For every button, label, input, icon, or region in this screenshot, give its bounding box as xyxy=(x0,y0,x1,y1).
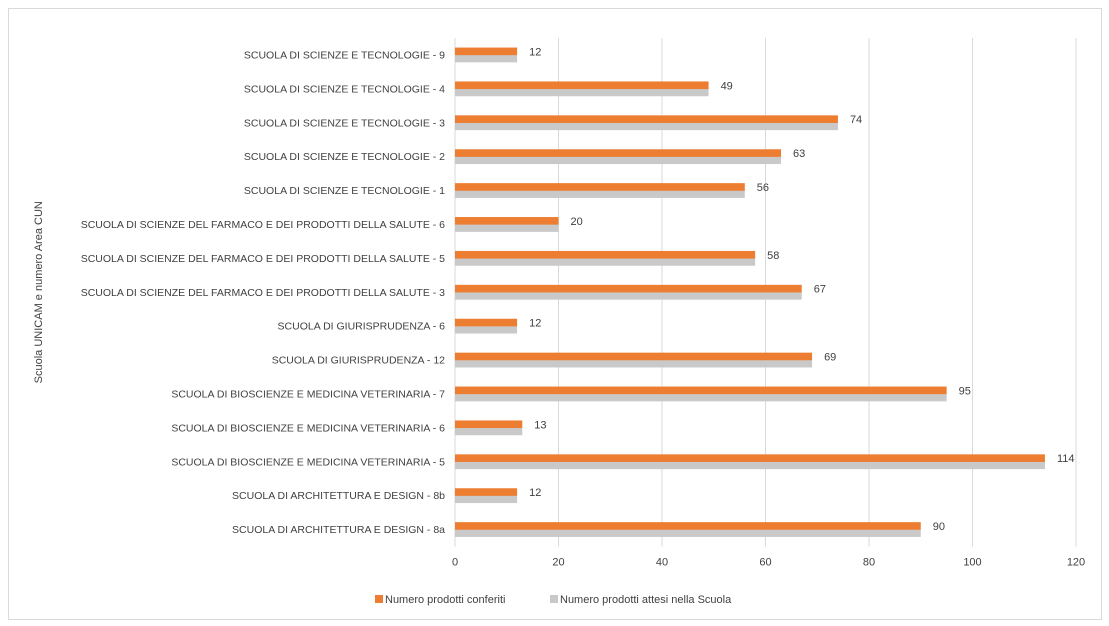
data-labels: 12 49 74 63 56 20 58 67 12 69 95 13 114 12 90 xyxy=(529,46,1074,533)
category-label: SCUOLA DI ARCHITETTURA E DESIGN - 8a xyxy=(232,524,445,536)
data-label: 12 xyxy=(529,318,541,330)
bar-conferred xyxy=(455,454,1045,462)
category-label: SCUOLA DI GIURISPRUDENZA - 6 xyxy=(278,321,446,333)
category-label: SCUOLA DI SCIENZE DEL FARMACO E DEI PROD… xyxy=(81,219,445,231)
legend-swatch xyxy=(550,595,558,603)
bar-expected xyxy=(455,190,745,198)
data-label: 90 xyxy=(933,521,945,533)
data-label: 12 xyxy=(529,487,541,499)
bar-expected xyxy=(455,88,709,97)
bar-conferred xyxy=(455,47,518,56)
bar-expected xyxy=(455,258,756,266)
bar-conferred xyxy=(455,318,518,327)
bar-expected xyxy=(455,224,559,232)
bar-expected xyxy=(455,461,1045,470)
bar-conferred xyxy=(455,81,709,90)
bar-expected xyxy=(455,529,921,537)
chart-area: SCUOLA DI SCIENZE E TECNOLOGIE - 9 SCUOLA… xyxy=(8,8,1102,620)
data-label: 58 xyxy=(767,250,779,262)
legend-swatch xyxy=(375,595,383,603)
bar-expected xyxy=(455,393,947,402)
x-tick-label: 80 xyxy=(863,557,875,569)
category-label: SCUOLA DI SCIENZE E TECNOLOGIE - 4 xyxy=(244,83,445,95)
x-tick-label: 100 xyxy=(963,557,981,569)
bar-expected xyxy=(455,495,518,504)
legend-label: Numero prodotti conferiti xyxy=(385,594,505,606)
data-label: 74 xyxy=(850,114,862,126)
x-tick-label: 20 xyxy=(552,557,564,569)
data-label: 13 xyxy=(534,419,546,431)
y-axis-title: Scuola UNICAM e numero Area CUN xyxy=(33,201,45,383)
bar-conferred xyxy=(455,250,756,259)
bar-expected xyxy=(455,122,838,131)
x-tick-label: 120 xyxy=(1067,557,1085,569)
bar-conferred xyxy=(455,488,518,496)
category-label: SCUOLA DI SCIENZE E TECNOLOGIE - 2 xyxy=(244,151,445,163)
category-label: SCUOLA DI SCIENZE DEL FARMACO E DEI PROD… xyxy=(81,287,445,299)
x-tick-label: 40 xyxy=(656,557,668,569)
bar-expected xyxy=(455,359,813,368)
data-label: 114 xyxy=(1057,453,1075,465)
bar-conferred xyxy=(455,386,947,395)
data-label: 95 xyxy=(959,385,971,397)
data-label: 20 xyxy=(571,216,583,228)
bar-conferred xyxy=(455,149,782,157)
bar-conferred xyxy=(455,522,921,530)
x-tick-label: 60 xyxy=(759,557,771,569)
bar-expected xyxy=(455,292,802,300)
bars xyxy=(455,47,1045,537)
category-label: SCUOLA DI BIOSCIENZE E MEDICINA VETERINA… xyxy=(171,388,445,400)
x-tick-labels: 0 20 40 60 80 100 120 xyxy=(452,557,1085,569)
bar-expected xyxy=(455,156,782,165)
category-label: SCUOLA DI SCIENZE E TECNOLOGIE - 3 xyxy=(244,117,445,129)
category-label: SCUOLA DI SCIENZE DEL FARMACO E DEI PROD… xyxy=(81,253,445,265)
data-label: 69 xyxy=(824,351,836,363)
category-label: SCUOLA DI SCIENZE E TECNOLOGIE - 1 xyxy=(244,185,445,197)
bar-conferred xyxy=(455,420,523,429)
bar-conferred xyxy=(455,217,559,225)
legend-label: Numero prodotti attesi nella Scuola xyxy=(560,594,732,606)
bar-expected xyxy=(455,325,518,334)
category-label: SCUOLA DI SCIENZE E TECNOLOGIE - 9 xyxy=(244,49,445,61)
category-label: SCUOLA DI BIOSCIENZE E MEDICINA VETERINA… xyxy=(171,456,445,468)
bar-expected xyxy=(455,427,523,436)
data-label: 67 xyxy=(814,284,826,296)
data-label: 49 xyxy=(721,80,733,92)
category-labels: SCUOLA DI SCIENZE E TECNOLOGIE - 9 SCUOLA… xyxy=(81,49,445,536)
category-label: SCUOLA DI GIURISPRUDENZA - 12 xyxy=(272,355,445,367)
category-label: SCUOLA DI BIOSCIENZE E MEDICINA VETERINA… xyxy=(171,422,445,434)
x-tick-label: 0 xyxy=(452,557,458,569)
bar-conferred xyxy=(455,352,813,361)
data-label: 63 xyxy=(793,148,805,160)
data-label: 56 xyxy=(757,182,769,194)
bar-chart: SCUOLA DI SCIENZE E TECNOLOGIE - 9 SCUOLA… xyxy=(33,38,1085,606)
bar-conferred xyxy=(455,115,838,123)
bar-conferred xyxy=(455,284,802,293)
legend: Numero prodotti conferiti Numero prodotti… xyxy=(375,594,732,606)
bar-conferred xyxy=(455,183,745,191)
data-label: 12 xyxy=(529,46,541,58)
bar-expected xyxy=(455,54,518,63)
category-label: SCUOLA DI ARCHITETTURA E DESIGN - 8b xyxy=(232,490,445,502)
